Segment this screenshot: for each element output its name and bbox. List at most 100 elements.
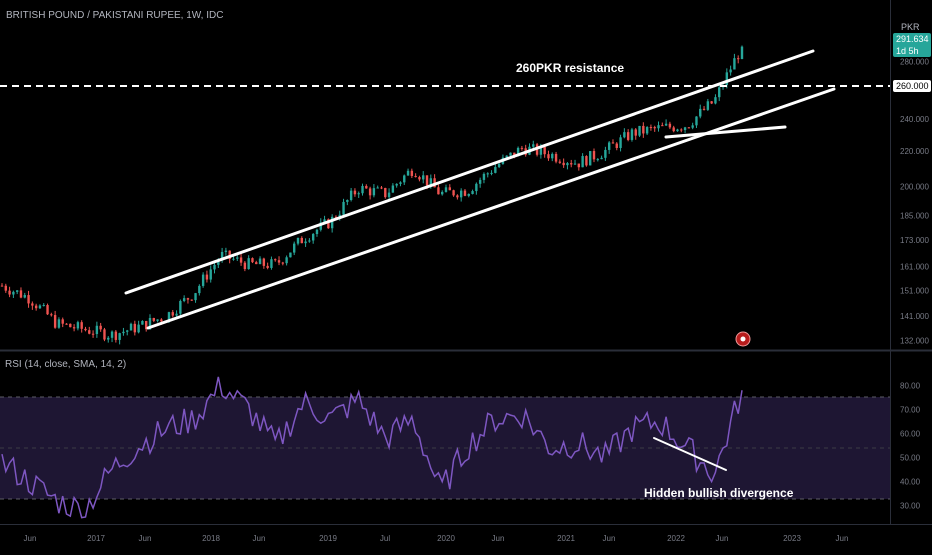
candle-body[interactable] [425,175,429,186]
candle-body[interactable] [224,250,228,252]
candle-body[interactable] [69,323,72,328]
candle-body[interactable] [444,187,448,192]
candle-body[interactable] [380,187,383,189]
candle-body[interactable] [285,257,288,264]
candle-body[interactable] [209,269,212,280]
candle-body[interactable] [141,320,144,325]
candle-body[interactable] [243,262,247,270]
candle-body[interactable] [649,127,653,129]
candle-body[interactable] [422,175,425,180]
candle-body[interactable] [182,298,186,301]
candle-body[interactable] [247,258,250,270]
rsi-line[interactable] [1,376,743,519]
candle-body[interactable] [687,127,691,129]
candle-body[interactable] [547,154,550,159]
candle-body[interactable] [57,319,61,328]
candle-body[interactable] [342,201,345,215]
candle-body[interactable] [88,330,91,334]
candle-body[interactable] [126,330,129,332]
candle-body[interactable] [357,193,360,195]
candle-body[interactable] [509,152,512,156]
candle-body[interactable] [114,331,118,340]
candle-body[interactable] [365,185,368,189]
candle-body[interactable] [657,125,660,129]
candle-body[interactable] [194,293,197,301]
candle-body[interactable] [645,127,649,134]
candle-body[interactable] [482,173,486,180]
candle-body[interactable] [289,252,292,258]
candle-body[interactable] [384,187,387,198]
candle-body[interactable] [236,257,239,259]
candle-body[interactable] [448,187,451,191]
candle-body[interactable] [330,216,334,229]
candle-body[interactable] [714,97,717,104]
candle-body[interactable] [4,285,7,291]
candle-body[interactable] [262,258,266,266]
candle-body[interactable] [61,319,64,324]
candle-body[interactable] [201,274,205,286]
candle-body[interactable] [99,325,102,330]
candle-body[interactable] [186,298,190,300]
rsi-divergence-line[interactable] [653,437,727,471]
candle-body[interactable] [589,151,592,166]
candle-body[interactable] [376,187,379,189]
candle-body[interactable] [725,72,729,86]
candle-body[interactable] [361,185,364,194]
candle-body[interactable] [349,190,353,201]
candle-body[interactable] [706,101,710,110]
candle-body[interactable] [27,295,30,304]
candle-body[interactable] [490,172,493,174]
candle-body[interactable] [668,123,672,128]
candle-body[interactable] [740,46,744,59]
candle-body[interactable] [300,237,303,244]
candle-body[interactable] [680,129,683,131]
candle-body[interactable] [12,291,15,295]
candle-body[interactable] [532,144,535,147]
candle-body[interactable] [31,303,34,306]
candle-body[interactable] [251,258,254,263]
candle-body[interactable] [403,175,406,183]
candle-body[interactable] [232,258,235,260]
candle-body[interactable] [277,260,281,263]
candle-body[interactable] [346,200,349,202]
candle-body[interactable] [585,156,588,166]
candle-body[interactable] [543,146,546,155]
candle-body[interactable] [167,312,171,322]
candle-body[interactable] [129,323,133,331]
candle-body[interactable] [551,153,554,159]
candle-body[interactable] [554,153,558,162]
candle-body[interactable] [410,170,414,176]
candle-body[interactable] [213,264,216,270]
candle-body[interactable] [539,146,543,155]
candle-body[interactable] [414,175,417,178]
candle-body[interactable] [160,319,163,322]
candle-body[interactable] [418,177,421,180]
candle-body[interactable] [122,331,125,334]
candle-body[interactable] [72,327,76,329]
candle-body[interactable] [53,315,57,328]
candle-body[interactable] [308,240,311,242]
candle-body[interactable] [145,320,148,330]
candle-body[interactable] [661,125,664,127]
candle-body[interactable] [395,183,398,186]
candle-body[interactable] [319,222,322,230]
last-price-tag[interactable]: 291.634 1d 5h [893,33,931,57]
candle-body[interactable] [672,127,675,132]
candle-body[interactable] [683,127,687,131]
candle-body[interactable] [34,305,38,309]
candle-body[interactable] [23,295,26,298]
candle-body[interactable] [475,183,478,192]
candle-body[interactable] [577,163,581,168]
candle-body[interactable] [133,323,137,333]
candle-body[interactable] [441,191,444,195]
candle-body[interactable] [497,163,501,168]
rsi-series[interactable] [1,376,743,519]
channel-lower-trendline[interactable] [146,87,836,330]
candle-body[interactable] [463,190,467,196]
candle-body[interactable] [695,116,698,126]
candle-body[interactable] [513,152,516,157]
candles-series[interactable] [0,45,744,345]
candle-body[interactable] [630,129,634,140]
candle-body[interactable] [148,317,152,330]
candle-body[interactable] [38,305,42,309]
